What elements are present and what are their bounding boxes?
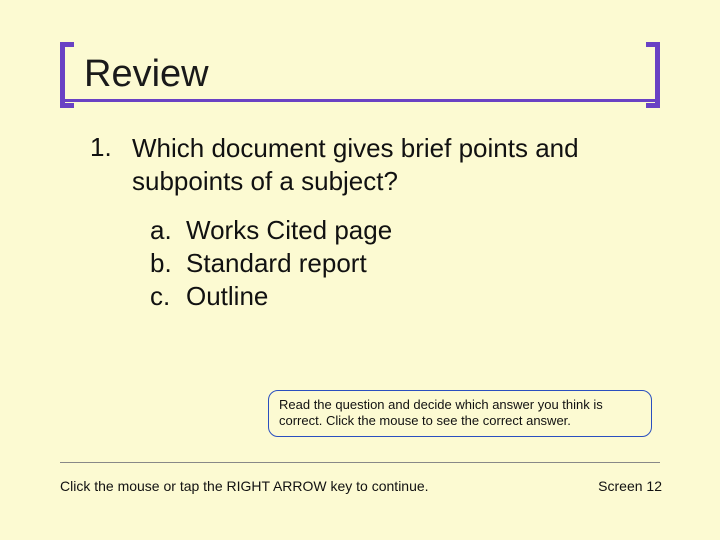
question-text: Which document gives brief points and su… <box>132 132 650 197</box>
slide-title: Review <box>60 48 655 102</box>
question-block: 1. Which document gives brief points and… <box>90 132 650 314</box>
screen-number: Screen 12 <box>598 478 662 494</box>
footer-divider <box>60 462 660 463</box>
question-row: 1. Which document gives brief points and… <box>90 132 650 197</box>
choice-letter: c. <box>150 281 186 312</box>
choice-text: Standard report <box>186 248 367 279</box>
choice-letter: a. <box>150 215 186 246</box>
bracket-left-decoration <box>60 42 74 108</box>
bracket-right-decoration <box>646 42 660 108</box>
choice-text: Works Cited page <box>186 215 392 246</box>
choice-text: Outline <box>186 281 268 312</box>
choices-list: a. Works Cited page b. Standard report c… <box>150 215 650 312</box>
choice-item: a. Works Cited page <box>150 215 650 246</box>
instruction-callout: Read the question and decide which answe… <box>268 390 652 437</box>
continue-prompt: Click the mouse or tap the RIGHT ARROW k… <box>60 478 429 494</box>
question-number: 1. <box>90 132 132 197</box>
choice-letter: b. <box>150 248 186 279</box>
title-region: Review <box>60 48 660 102</box>
choice-item: c. Outline <box>150 281 650 312</box>
choice-item: b. Standard report <box>150 248 650 279</box>
